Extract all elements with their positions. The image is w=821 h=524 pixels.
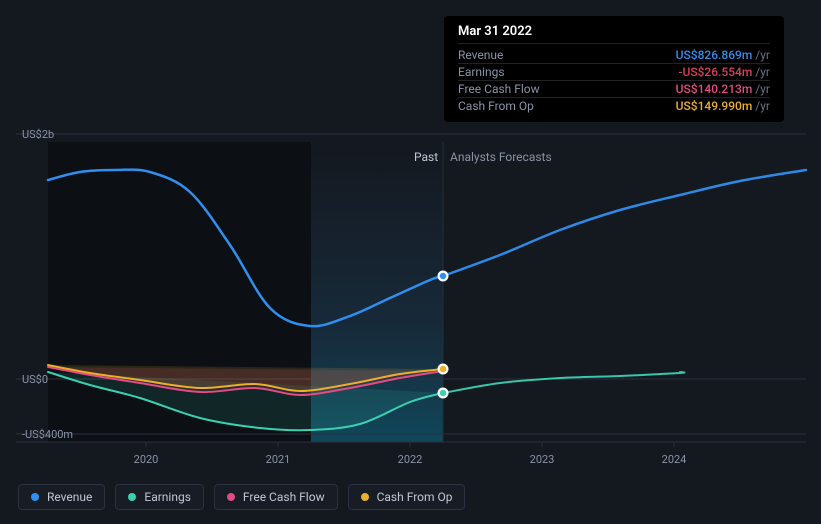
x-axis-label: 2022 xyxy=(398,453,423,466)
tooltip-row: Free Cash Flow US$140.213m/yr xyxy=(458,80,770,97)
section-label-past: Past xyxy=(414,150,438,164)
legend-dot-icon xyxy=(227,493,235,501)
legend-item-label: Revenue xyxy=(47,490,92,504)
legend-dot-icon xyxy=(128,493,136,501)
legend-item-label: Cash From Op xyxy=(377,490,453,504)
section-label-forecast: Analysts Forecasts xyxy=(450,150,552,164)
y-axis-label: -US$400m xyxy=(22,428,73,441)
data-tooltip: Mar 31 2022 RevenueUS$826.869m/yrEarning… xyxy=(444,16,784,122)
tooltip-row: Earnings -US$26.554m/yr xyxy=(458,63,770,80)
tooltip-row-label: Earnings xyxy=(458,65,505,79)
x-axis-label: 2020 xyxy=(134,453,159,466)
tooltip-row-unit: /yr xyxy=(755,82,770,96)
tooltip-row-value: US$149.990m/yr xyxy=(676,99,770,113)
legend-dot-icon xyxy=(31,493,39,501)
x-axis-label: 2023 xyxy=(530,453,555,466)
tooltip-row: Revenue US$826.869m/yr xyxy=(458,43,770,63)
legend-item-label: Earnings xyxy=(144,490,191,504)
tooltip-row-unit: /yr xyxy=(755,99,770,113)
tooltip-row-label: Revenue xyxy=(458,48,503,62)
legend-item[interactable]: Cash From Op xyxy=(348,484,466,510)
legend-item-label: Free Cash Flow xyxy=(243,490,325,504)
tooltip-row: Cash From Op US$149.990m/yr xyxy=(458,97,770,114)
chart-legend: Revenue Earnings Free Cash Flow Cash From O… xyxy=(18,484,465,510)
tooltip-row-value: US$140.213m/yr xyxy=(676,82,770,96)
x-axis-label: 2024 xyxy=(662,453,687,466)
legend-item[interactable]: Earnings xyxy=(115,484,204,510)
tooltip-row-unit: /yr xyxy=(755,48,770,62)
y-axis-label: US$2b xyxy=(22,128,54,141)
tooltip-row-label: Cash From Op xyxy=(458,99,534,113)
tooltip-row-label: Free Cash Flow xyxy=(458,82,540,96)
tooltip-row-unit: /yr xyxy=(755,65,770,79)
tooltip-row-value: -US$26.554m/yr xyxy=(678,65,770,79)
legend-item[interactable]: Free Cash Flow xyxy=(214,484,338,510)
tooltip-date: Mar 31 2022 xyxy=(458,24,770,39)
legend-dot-icon xyxy=(361,493,369,501)
x-axis-label: 2021 xyxy=(266,453,291,466)
tooltip-row-value: US$826.869m/yr xyxy=(676,48,770,62)
legend-item[interactable]: Revenue xyxy=(18,484,105,510)
y-axis-label: US$0 xyxy=(22,373,48,386)
financial-chart: { "layout": { "width": 821, "height": 52… xyxy=(0,0,821,524)
